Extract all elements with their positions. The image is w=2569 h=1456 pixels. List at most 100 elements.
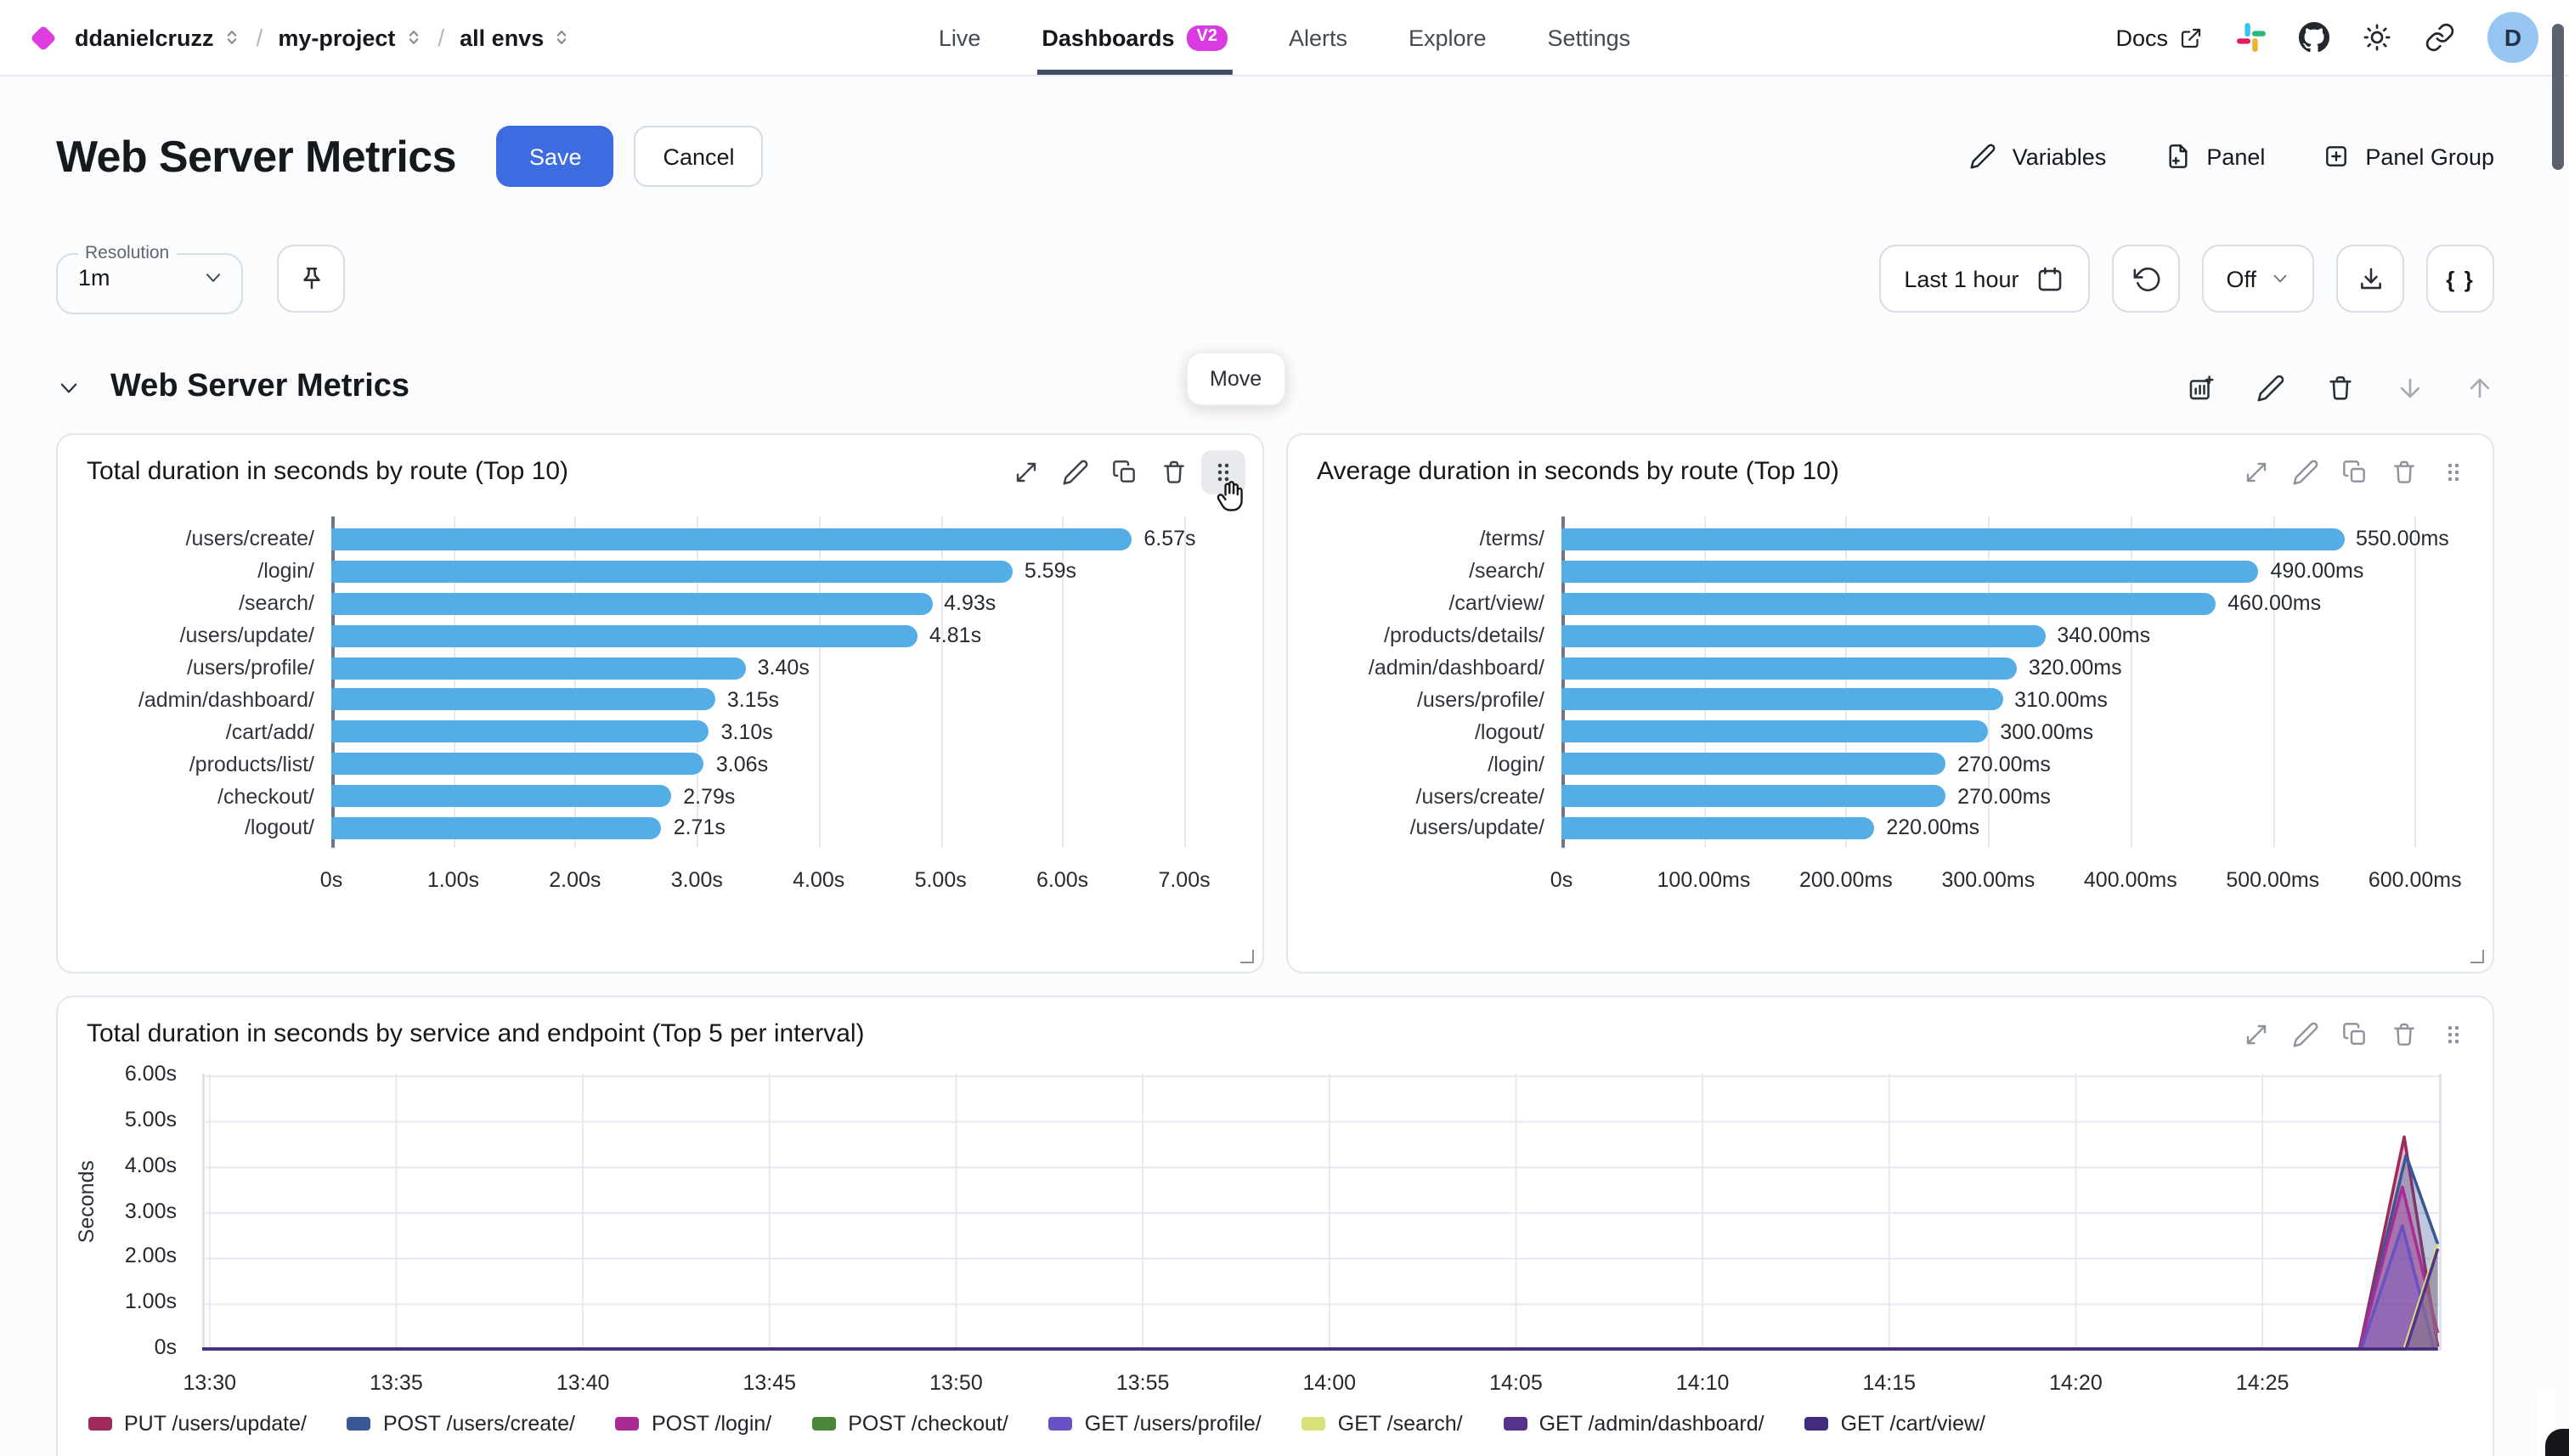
bar-row[interactable]: /users/create/270.00ms bbox=[1315, 780, 2462, 812]
drag-handle-icon[interactable] bbox=[2440, 1020, 2467, 1047]
bar[interactable] bbox=[331, 720, 709, 743]
resize-handle[interactable] bbox=[2470, 950, 2484, 963]
bar[interactable] bbox=[331, 688, 715, 711]
bar[interactable] bbox=[331, 592, 933, 615]
bar-row[interactable]: /admin/dashboard/3.15s bbox=[85, 684, 1232, 716]
slack-icon[interactable] bbox=[2236, 22, 2267, 53]
nav-alerts[interactable]: Alerts bbox=[1288, 25, 1347, 50]
bar-row[interactable]: /users/update/4.81s bbox=[85, 619, 1232, 652]
line-chart-plot[interactable] bbox=[202, 1074, 2442, 1352]
nav-explore[interactable]: Explore bbox=[1408, 25, 1487, 50]
legend-item[interactable]: POST /users/create/ bbox=[347, 1412, 575, 1436]
bar[interactable] bbox=[1561, 624, 2046, 647]
bar-row[interactable]: /search/490.00ms bbox=[1315, 556, 2462, 588]
edit-panel-icon[interactable] bbox=[1062, 458, 1089, 485]
bar-row[interactable]: /logout/300.00ms bbox=[1315, 716, 2462, 748]
bar[interactable] bbox=[331, 657, 746, 679]
bar-row[interactable]: /logout/2.71s bbox=[85, 812, 1232, 844]
bar-row[interactable]: /login/270.00ms bbox=[1315, 748, 2462, 780]
download-button[interactable] bbox=[2336, 245, 2404, 313]
cancel-button[interactable]: Cancel bbox=[634, 126, 764, 187]
theme-toggle-sun-icon[interactable] bbox=[2362, 22, 2392, 53]
legend-item[interactable]: GET /users/profile/ bbox=[1048, 1412, 1262, 1436]
duplicate-panel-icon[interactable] bbox=[1111, 458, 1138, 485]
legend-item[interactable]: GET /cart/view/ bbox=[1804, 1412, 1985, 1436]
scrollbar-thumb[interactable] bbox=[2552, 24, 2564, 170]
refresh-interval-select[interactable]: Off bbox=[2202, 245, 2314, 313]
delete-panel-icon[interactable] bbox=[1160, 458, 1188, 485]
expand-icon[interactable] bbox=[1013, 458, 1040, 485]
pin-button[interactable] bbox=[277, 245, 345, 313]
resolution-select[interactable]: Resolution 1m bbox=[56, 243, 243, 314]
bar-row[interactable]: /cart/add/3.10s bbox=[85, 716, 1232, 748]
bar[interactable] bbox=[331, 528, 1132, 550]
save-button[interactable]: Save bbox=[496, 126, 614, 187]
legend-item[interactable]: GET /search/ bbox=[1301, 1412, 1463, 1436]
bar-row[interactable]: /users/create/6.57s bbox=[85, 523, 1232, 556]
bar-chart-total-duration[interactable]: /users/create/6.57s/login/5.59s/search/4… bbox=[58, 516, 1262, 902]
add-panel-group-button[interactable]: Panel Group bbox=[2323, 143, 2494, 170]
bar-row[interactable]: /users/profile/310.00ms bbox=[1315, 684, 2462, 716]
bar-row[interactable]: /cart/view/460.00ms bbox=[1315, 588, 2462, 620]
bar-row[interactable]: /users/profile/3.40s bbox=[85, 652, 1232, 684]
bar[interactable] bbox=[331, 816, 662, 839]
bar[interactable] bbox=[1561, 592, 2216, 615]
bar[interactable] bbox=[1561, 753, 1946, 776]
move-group-down-icon[interactable] bbox=[2396, 373, 2425, 402]
nav-settings[interactable]: Settings bbox=[1547, 25, 1631, 50]
drag-handle-icon[interactable] bbox=[2440, 458, 2467, 485]
legend-item[interactable]: POST /login/ bbox=[615, 1412, 771, 1436]
legend-item[interactable]: GET /admin/dashboard/ bbox=[1503, 1412, 1764, 1436]
bar-row[interactable]: /login/5.59s bbox=[85, 556, 1232, 588]
nav-live[interactable]: Live bbox=[938, 25, 981, 50]
add-chart-icon[interactable] bbox=[2187, 373, 2216, 402]
docs-link[interactable]: Docs bbox=[2115, 25, 2204, 50]
bar[interactable] bbox=[331, 624, 918, 647]
variables-button[interactable]: Variables bbox=[1970, 143, 2106, 170]
bar-row[interactable]: /checkout/2.79s bbox=[85, 780, 1232, 812]
github-icon[interactable] bbox=[2299, 22, 2329, 53]
bar[interactable] bbox=[1561, 528, 2344, 550]
bar[interactable] bbox=[331, 753, 704, 776]
edit-panel-icon[interactable] bbox=[2292, 1020, 2319, 1047]
project-selector[interactable]: my-project bbox=[278, 25, 422, 50]
refresh-button[interactable] bbox=[2112, 245, 2181, 313]
env-selector[interactable]: all envs bbox=[460, 25, 571, 50]
edit-group-icon[interactable] bbox=[2256, 373, 2285, 402]
bar-row[interactable]: /terms/550.00ms bbox=[1315, 523, 2462, 556]
bar[interactable] bbox=[1561, 720, 1989, 743]
bar-row[interactable]: /admin/dashboard/320.00ms bbox=[1315, 652, 2462, 684]
delete-panel-icon[interactable] bbox=[2391, 1020, 2418, 1047]
bar-row[interactable]: /products/list/3.06s bbox=[85, 748, 1232, 780]
time-range-button[interactable]: Last 1 hour bbox=[1878, 245, 2091, 313]
bar[interactable] bbox=[1561, 657, 2017, 679]
move-group-up-icon[interactable] bbox=[2465, 373, 2494, 402]
drag-handle-icon[interactable] bbox=[1201, 449, 1245, 494]
bar[interactable] bbox=[1561, 688, 2003, 711]
duplicate-panel-icon[interactable] bbox=[2341, 458, 2369, 485]
bar-row[interactable]: /search/4.93s bbox=[85, 588, 1232, 620]
resize-handle[interactable] bbox=[1240, 950, 1254, 963]
legend-item[interactable]: PUT /users/update/ bbox=[88, 1412, 307, 1436]
delete-group-icon[interactable] bbox=[2326, 373, 2355, 402]
bar-row[interactable]: /products/details/340.00ms bbox=[1315, 619, 2462, 652]
bar-row[interactable]: /users/update/220.00ms bbox=[1315, 812, 2462, 844]
nav-dashboards[interactable]: Dashboards V2 bbox=[1036, 0, 1234, 75]
expand-icon[interactable] bbox=[2243, 458, 2270, 485]
bar[interactable] bbox=[331, 785, 672, 808]
edit-panel-icon[interactable] bbox=[2292, 458, 2319, 485]
bar[interactable] bbox=[331, 560, 1013, 583]
legend-item[interactable]: POST /checkout/ bbox=[812, 1412, 1008, 1436]
duplicate-panel-icon[interactable] bbox=[2341, 1020, 2369, 1047]
delete-panel-icon[interactable] bbox=[2391, 458, 2418, 485]
bar[interactable] bbox=[1561, 785, 1946, 808]
add-panel-button[interactable]: Panel bbox=[2164, 143, 2265, 170]
copy-link-icon[interactable] bbox=[2425, 22, 2455, 53]
expand-icon[interactable] bbox=[2243, 1020, 2270, 1047]
bar-chart-average-duration[interactable]: /terms/550.00ms/search/490.00ms/cart/vie… bbox=[1288, 516, 2493, 902]
bar[interactable] bbox=[1561, 816, 1875, 839]
org-selector[interactable]: ddanielcruzz bbox=[75, 25, 241, 50]
bar[interactable] bbox=[1561, 560, 2259, 583]
json-button[interactable]: { } bbox=[2426, 245, 2494, 313]
avatar[interactable]: D bbox=[2487, 12, 2538, 63]
